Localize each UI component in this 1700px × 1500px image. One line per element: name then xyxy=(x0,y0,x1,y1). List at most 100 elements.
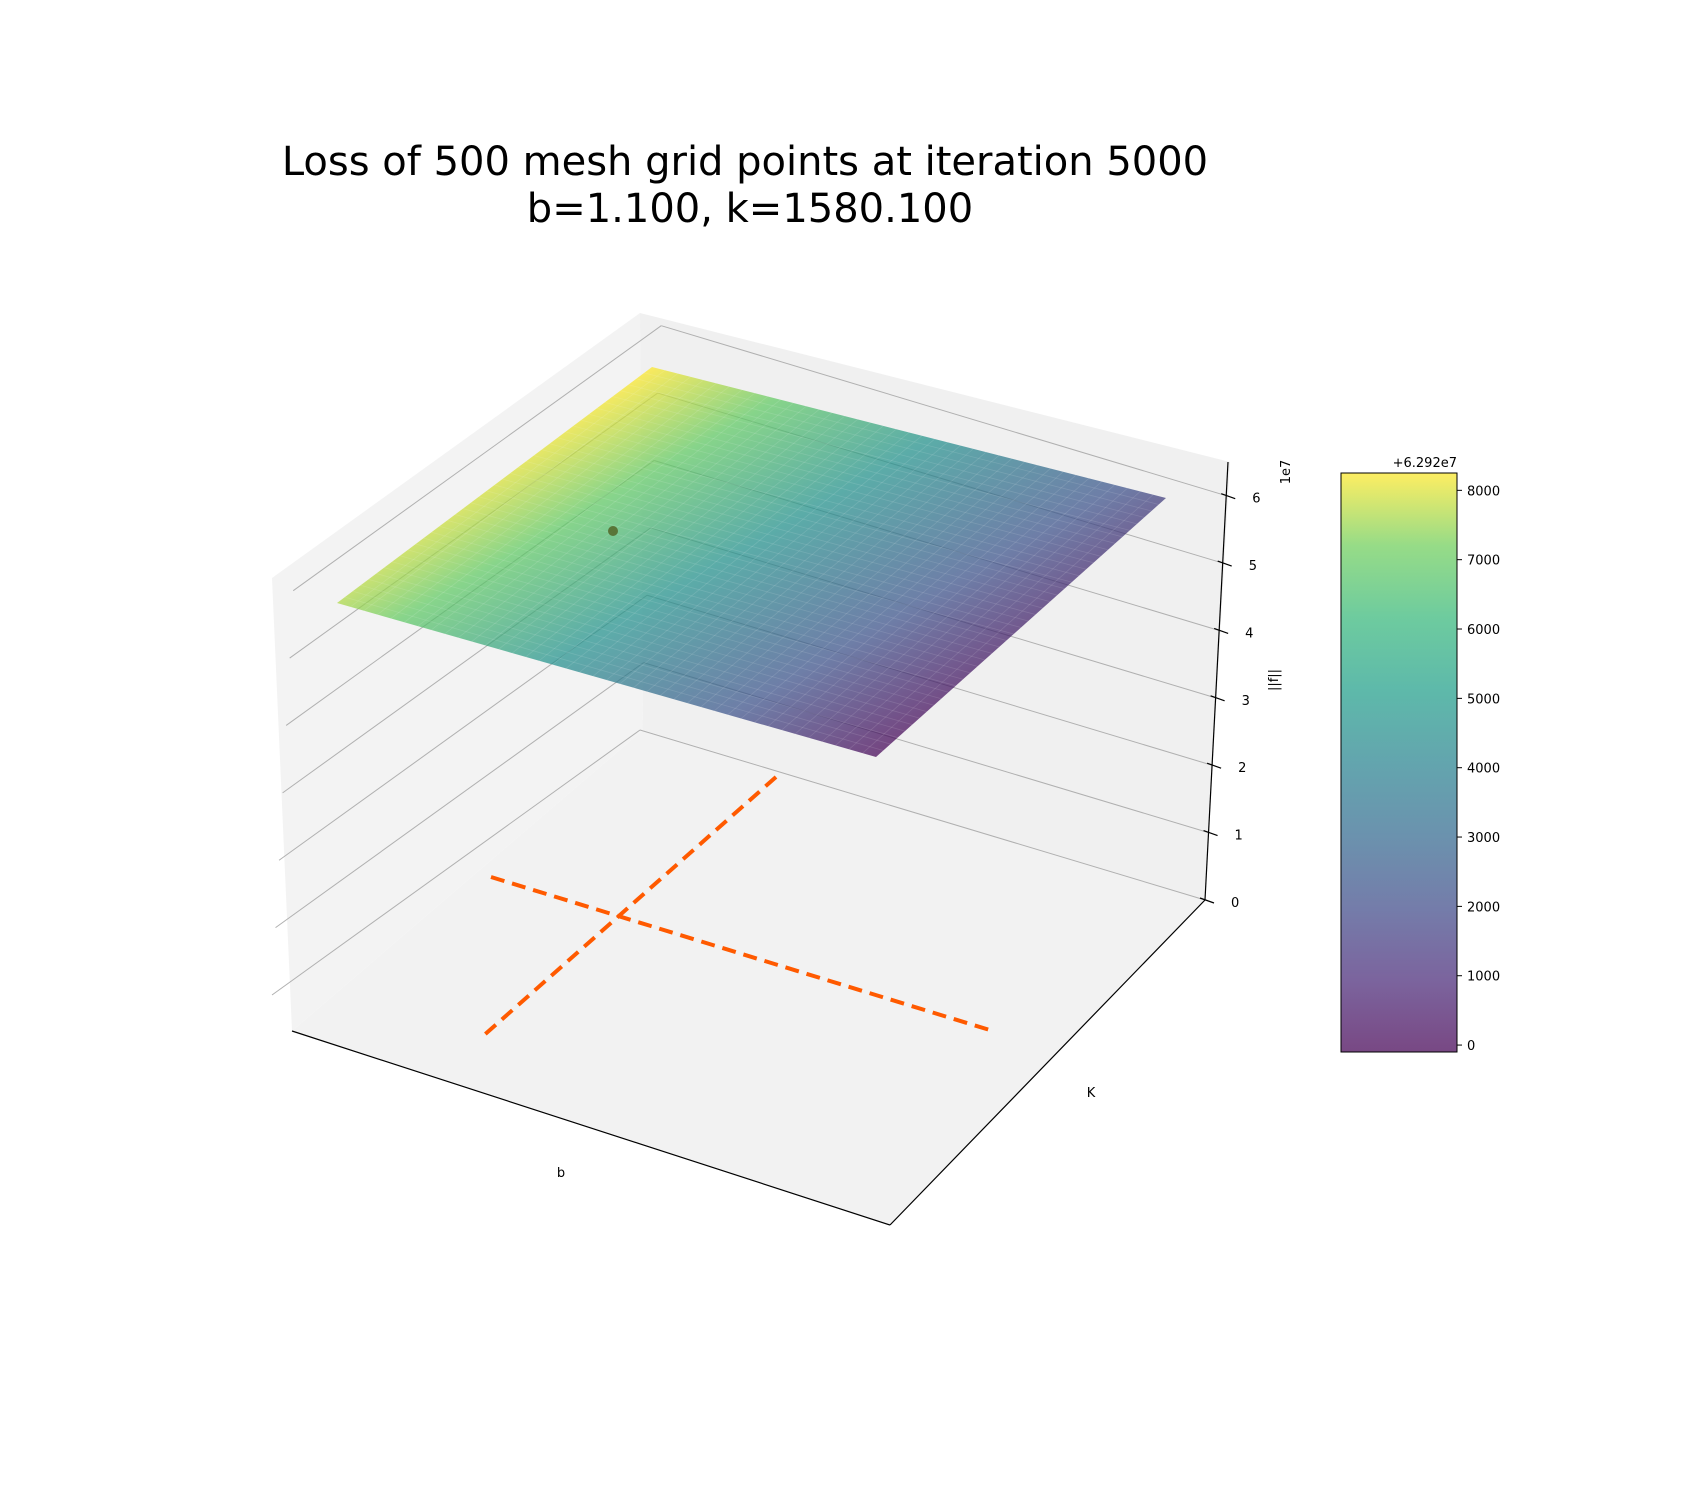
z-tick-label: 4 xyxy=(1245,626,1253,641)
z-tick-mark xyxy=(1210,695,1225,702)
surface-mesh-line xyxy=(835,487,1128,746)
surface-mesh-line xyxy=(486,490,1014,635)
surface-mesh-line xyxy=(376,573,913,726)
z-tick-label: 1 xyxy=(1235,829,1243,844)
surface-mesh-line xyxy=(727,461,1025,715)
surface-mesh-line xyxy=(510,472,1036,615)
z-tick-label: 0 xyxy=(1231,896,1239,911)
left-gridline xyxy=(271,729,641,996)
surface-mesh-line xyxy=(352,590,891,745)
surface-mesh-line xyxy=(462,508,993,654)
surface-mesh-line xyxy=(808,481,1103,739)
surface-mesh-line xyxy=(478,496,1007,641)
surface-mesh-line xyxy=(360,584,898,738)
surface-mesh-line xyxy=(754,468,1051,723)
surface-mesh-line xyxy=(377,376,691,615)
surface-mesh-line xyxy=(470,502,1000,648)
surface-mesh-line xyxy=(862,494,1154,754)
colorbar-tick-label: 5000 xyxy=(1467,692,1500,707)
surface-mesh-line xyxy=(781,474,1077,731)
surface-mesh-line xyxy=(714,458,1013,712)
surface-mesh-line xyxy=(700,455,1000,708)
z-tick-mark xyxy=(1217,560,1232,567)
surface-mesh-line xyxy=(471,399,781,642)
colorbar-ticks: 0 1000 2000 3000 4000 5000 6000 7000 8000 xyxy=(1457,484,1500,1054)
left-gridline xyxy=(292,325,662,592)
surface-mesh-line xyxy=(431,531,964,680)
z-axis-line xyxy=(1204,461,1229,901)
surface-mesh-line xyxy=(646,442,948,692)
surface-mesh-line xyxy=(573,425,1094,564)
colorbar-offset-label: +6.292e7 xyxy=(1393,456,1457,471)
z-tick-mark xyxy=(1213,627,1229,635)
surface-mesh-line xyxy=(596,407,1116,544)
z-tick-mark xyxy=(1221,493,1236,500)
surface-mesh-line xyxy=(619,435,923,685)
surface-mesh-line xyxy=(794,478,1090,735)
surface-mesh-line xyxy=(444,392,756,635)
surface-mesh-line xyxy=(363,373,678,612)
surface-mesh-line xyxy=(636,378,1152,512)
current-point-marker xyxy=(608,526,618,536)
k-axis-label: K xyxy=(1087,1086,1096,1101)
colorbar: +6.292e7 0 1000 2000 3000 4000 5000 6000 7000 80… xyxy=(1340,456,1500,1054)
surface-mesh-line xyxy=(392,561,927,713)
surface-mesh-line xyxy=(633,438,935,689)
surface-mesh-line xyxy=(431,389,743,631)
colorbar-frame xyxy=(1340,472,1458,1053)
surface-mesh-line xyxy=(557,437,1080,577)
surface-mesh-line xyxy=(541,449,1065,590)
surface-mesh-line xyxy=(525,461,1051,602)
surface-mesh-line xyxy=(740,464,1038,719)
surface-mesh-line xyxy=(350,369,666,608)
surface-mesh-line xyxy=(604,402,1123,538)
surface-mesh-line xyxy=(518,466,1043,609)
z-tick-label: 5 xyxy=(1249,559,1257,574)
surface-mesh-line xyxy=(533,455,1058,596)
surface-mesh-line xyxy=(439,525,971,674)
surface-mesh-line xyxy=(384,567,920,719)
z-tick-label: 3 xyxy=(1242,694,1250,709)
surface-mesh-line xyxy=(455,514,985,661)
chart-title: Loss of 500 mesh grid points at iteratio… xyxy=(282,139,1208,185)
surface-mesh-line xyxy=(588,413,1109,551)
surface-mesh-line xyxy=(511,409,820,654)
surface-mesh-line xyxy=(498,405,807,650)
surface-mesh-line xyxy=(644,372,1159,505)
surface-mesh-line xyxy=(447,520,978,667)
surface-mesh-line xyxy=(458,396,768,638)
surface-mesh-line xyxy=(494,484,1022,628)
surface-mesh-line xyxy=(620,390,1138,525)
surface-mesh-line xyxy=(538,415,845,662)
surface-mesh-line xyxy=(579,425,884,673)
colorbar-tick-label: 2000 xyxy=(1467,900,1500,915)
colorbar-gradient xyxy=(1341,473,1457,1052)
colorbar-tick-label: 1000 xyxy=(1467,970,1500,985)
colorbar-tick-label: 6000 xyxy=(1467,623,1500,638)
surface-mesh-line xyxy=(821,484,1115,742)
z-tick-label: 6 xyxy=(1252,492,1260,507)
surface-mesh-line xyxy=(565,422,871,669)
surface-mesh-line xyxy=(525,412,833,658)
surface-mesh-line xyxy=(390,379,704,619)
surface-mesh-line xyxy=(344,596,884,751)
surface-mesh-line xyxy=(848,491,1141,750)
surface-mesh-line xyxy=(552,419,858,665)
z-tick-mark xyxy=(1203,830,1218,837)
surface-mesh-line xyxy=(415,543,949,693)
back-gridline xyxy=(661,325,1227,497)
surface-mesh-line xyxy=(399,555,935,706)
loss-surface xyxy=(337,367,1166,757)
k-axis-line xyxy=(889,899,1206,1226)
surface-mesh-line xyxy=(549,443,1072,583)
surface-mesh-line xyxy=(673,448,974,700)
chart-subtitle: b=1.100, k=1580.100 xyxy=(527,186,973,232)
z-axis-label: ||f|| xyxy=(1267,669,1282,691)
colorbar-tick-label: 3000 xyxy=(1467,831,1500,846)
surface-mesh-line xyxy=(423,537,956,687)
surface-mesh-line xyxy=(565,431,1087,570)
z-tick-label: 2 xyxy=(1238,761,1246,776)
surface-mesh-line xyxy=(502,478,1029,622)
b-axis-line xyxy=(291,1030,891,1226)
surface-mesh-line xyxy=(407,549,942,700)
